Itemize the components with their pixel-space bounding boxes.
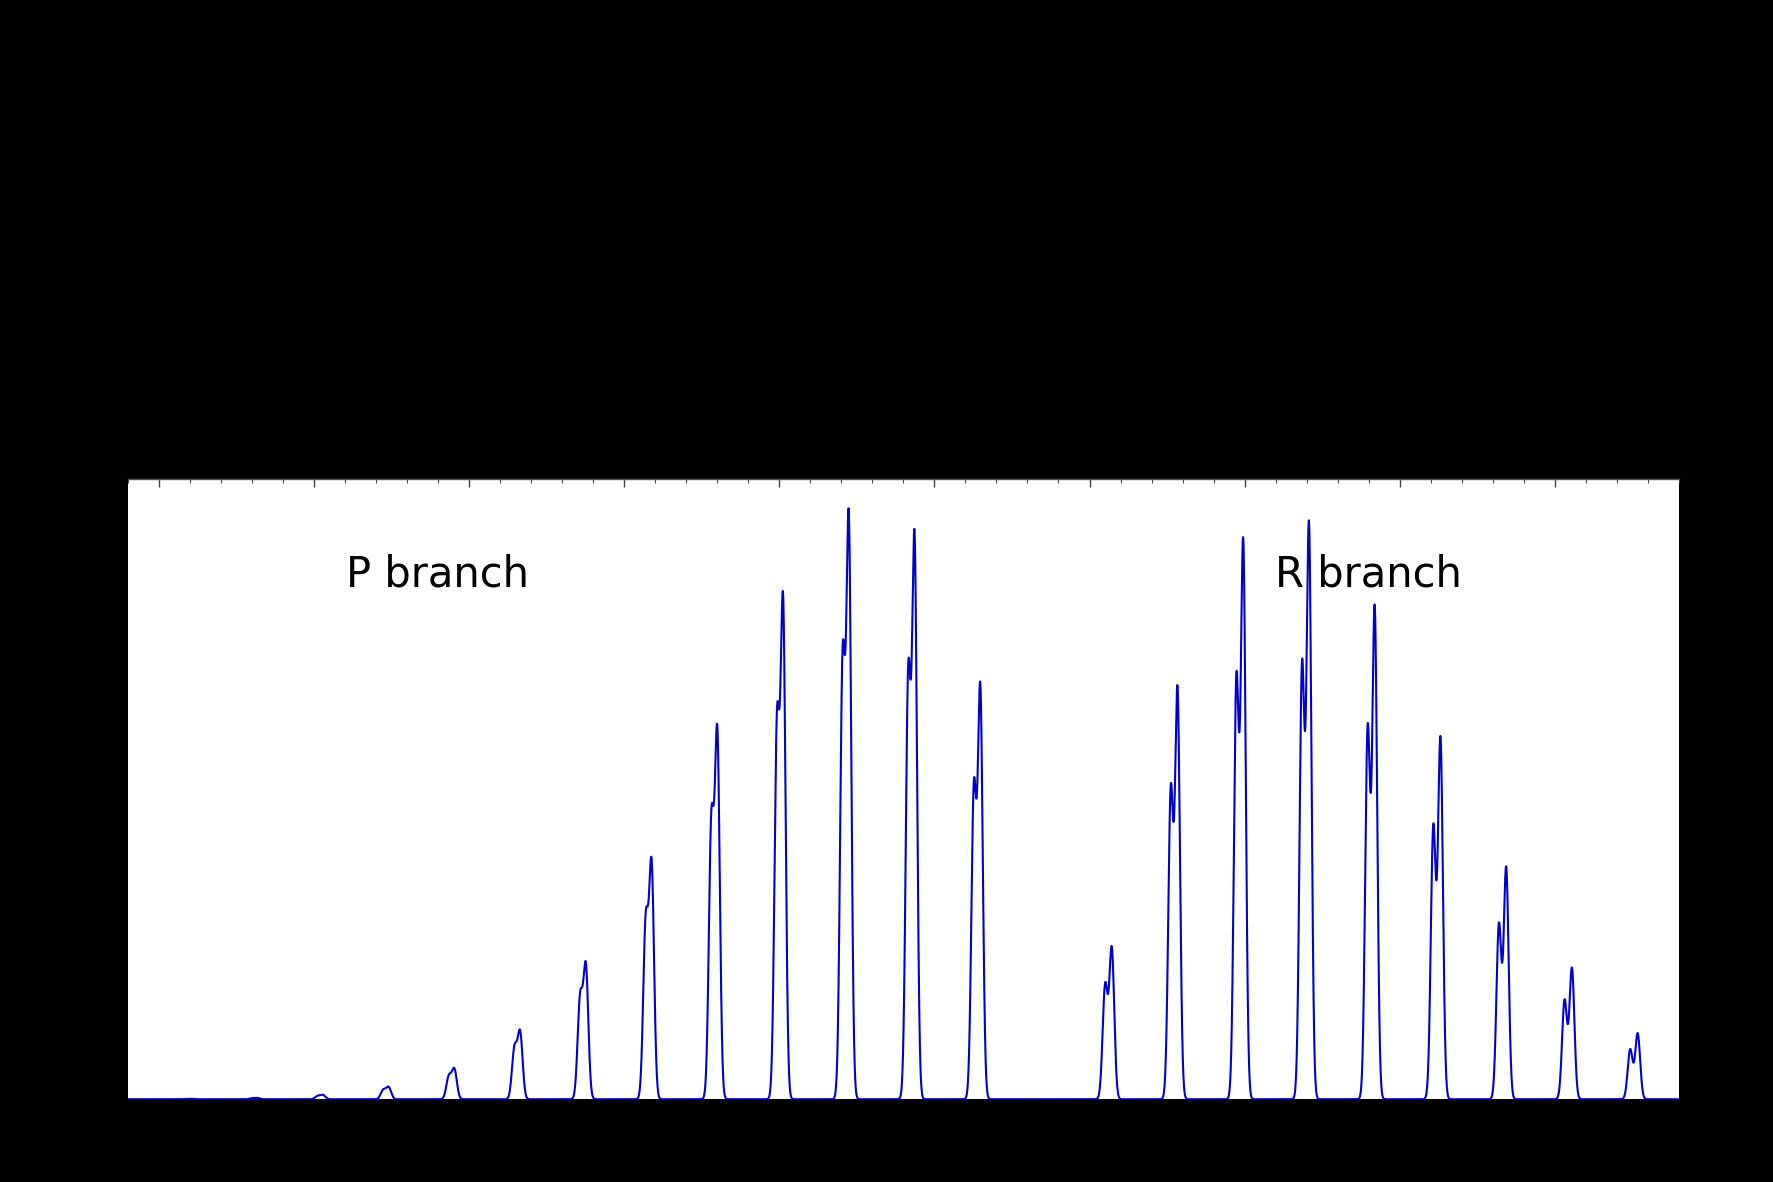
Text: P branch: P branch bbox=[346, 553, 530, 596]
Text: R branch: R branch bbox=[1275, 553, 1463, 596]
